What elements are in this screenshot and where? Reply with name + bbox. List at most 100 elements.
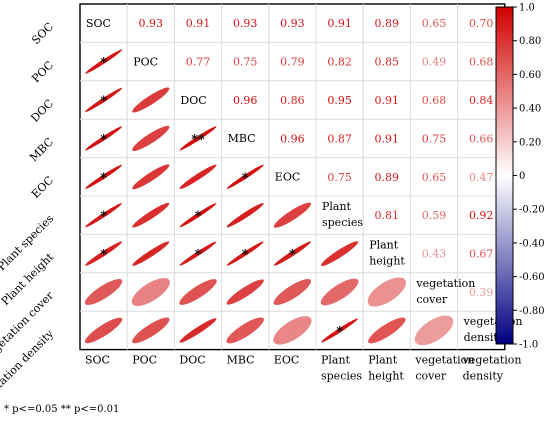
coefficient-label: 0.95 (327, 94, 352, 107)
coefficient-label: 0.93 (139, 17, 164, 30)
correlation-ellipse (179, 279, 217, 305)
diagonal-label-soc: SOC (86, 17, 111, 30)
correlation-ellipse (85, 203, 123, 228)
coefficient-label: 0.96 (280, 132, 305, 145)
column-label-plant-height: height (368, 370, 404, 383)
correlation-ellipse (367, 277, 406, 307)
correlation-ellipse (132, 241, 170, 266)
significance-footnote: * p<=0.05 ** p<=0.01 (4, 404, 120, 415)
correlation-ellipse (179, 203, 217, 228)
coefficient-label: 0.91 (327, 17, 352, 30)
column-label-plant-species: Plant (321, 354, 351, 367)
coefficient-label: 0.66 (469, 132, 494, 145)
column-label-vegetation-density: vegetation (462, 354, 522, 367)
ellipse-layer (84, 49, 454, 346)
correlation-ellipse (84, 278, 123, 306)
column-label-doc: DOC (179, 354, 205, 367)
coefficient-label: 0.49 (422, 56, 447, 69)
column-label-plant-height: Plant (368, 354, 398, 367)
column-label-vegetation-density: density (463, 370, 504, 383)
correlation-ellipse (226, 164, 264, 189)
significance-mark: * (100, 132, 107, 147)
correlation-ellipse (273, 202, 312, 228)
significance-mark: * (100, 209, 107, 224)
column-label-mbc: MBC (227, 354, 255, 367)
row-label-poc: POC (29, 59, 56, 86)
coefficient-label: 0.91 (375, 132, 400, 145)
diagonal-label-vegetation-cover: vegetation (415, 277, 475, 290)
correlation-ellipse (179, 164, 217, 190)
correlation-ellipse (132, 164, 170, 190)
colorbar-tick-label: 0.80 (519, 36, 541, 47)
correlation-ellipse (85, 87, 123, 113)
coefficient-label: 0.79 (280, 56, 305, 69)
column-label-eoc: EOC (274, 354, 299, 367)
colorbar-tick-label: -0.40 (519, 238, 545, 249)
row-label-soc: SOC (29, 20, 56, 47)
significance-mark: * (100, 171, 107, 186)
coefficient-label: 0.67 (469, 248, 494, 261)
significance-mark: * (242, 248, 249, 263)
column-label-plant-species: species (321, 370, 362, 383)
column-label-vegetation-cover: vegetation (414, 354, 474, 367)
coefficient-label: 0.92 (469, 209, 494, 222)
row-label-mbc: MBC (27, 135, 56, 164)
coefficient-label: 0.81 (375, 209, 400, 222)
significance-mark: * (195, 209, 202, 224)
coefficient-label: 0.65 (422, 17, 447, 30)
colorbar-gradient (495, 6, 514, 345)
colorbar-tick-label: -0.20 (519, 205, 545, 216)
correlation-ellipse (273, 316, 312, 345)
significance-mark: * (100, 248, 107, 263)
correlation-ellipse (132, 317, 170, 344)
diagonal-label-doc: DOC (180, 94, 206, 107)
correlation-ellipse (179, 241, 217, 266)
diagonal-label-plant-height: Plant (369, 238, 399, 251)
coefficient-label: 0.39 (469, 286, 494, 299)
correlation-ellipse (273, 278, 312, 306)
correlation-ellipse (226, 241, 264, 266)
coefficient-label: 0.77 (186, 56, 211, 69)
correlation-ellipse (85, 126, 123, 151)
coefficient-label: 0.70 (469, 17, 494, 30)
colorbar-tick-label: 0.20 (519, 137, 541, 148)
correlation-ellipse (368, 317, 406, 344)
correlation-ellipse (179, 126, 217, 151)
coefficient-label: 0.47 (469, 171, 494, 184)
correlation-ellipse (414, 315, 454, 346)
correlation-ellipse (320, 278, 359, 306)
row-label-doc: DOC (28, 97, 56, 125)
significance-mark: * (100, 56, 107, 71)
coefficient-label: 0.89 (375, 17, 400, 30)
coefficient-label: 0.65 (422, 171, 447, 184)
coefficient-label: 0.89 (375, 171, 400, 184)
column-label-poc: POC (132, 354, 157, 367)
coefficient-label: 0.75 (233, 56, 258, 69)
coefficient-label: 0.96 (233, 94, 258, 107)
colorbar-tick-label: -1.0 (519, 340, 538, 351)
colorbar-tick-label: 0.40 (519, 104, 541, 115)
coefficient-label: 0.93 (280, 17, 305, 30)
colorbar-tick-label: -0.80 (519, 306, 545, 317)
correlation-ellipse (131, 277, 170, 307)
correlation-ellipse (226, 317, 264, 344)
diagonal-label-eoc: EOC (275, 171, 300, 184)
coefficient-label: 0.68 (422, 94, 447, 107)
colorbar-tick-label: 0.60 (519, 70, 541, 81)
coefficient-label: 0.82 (327, 56, 352, 69)
significance-mark: ** (191, 132, 205, 147)
column-label-vegetation-cover: cover (415, 370, 447, 383)
correlation-ellipse (84, 317, 123, 344)
correlation-ellipse (321, 318, 359, 343)
diagonal-label-poc: POC (133, 55, 158, 68)
coefficient-label: 0.86 (280, 94, 305, 107)
diagonal-label-plant-species: Plant (322, 200, 352, 213)
correlation-ellipse (179, 318, 217, 343)
diagonal-label-plant-height: height (369, 254, 405, 267)
significance-mark: * (100, 94, 107, 109)
coefficient-label: 0.87 (327, 132, 352, 145)
correlation-ellipse (85, 49, 123, 74)
coefficient-label: 0.75 (327, 171, 352, 184)
coefficient-label: 0.43 (422, 248, 447, 261)
